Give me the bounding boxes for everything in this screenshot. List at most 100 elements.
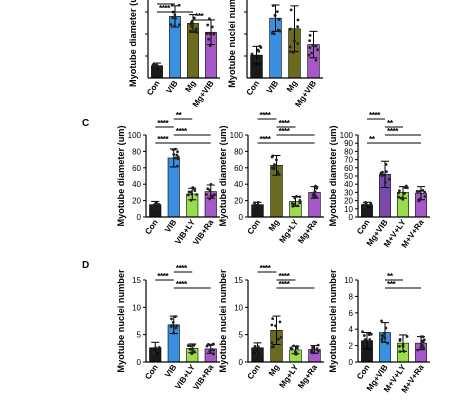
data-point	[250, 52, 254, 56]
data-point	[273, 163, 276, 166]
y-axis-label: Myotube diameter (um)	[218, 125, 228, 226]
data-point	[189, 198, 193, 202]
category-label: Con	[143, 218, 160, 236]
data-point	[251, 204, 255, 208]
category-label: Con	[145, 79, 162, 97]
data-point	[157, 202, 161, 206]
significance-stars: **	[176, 110, 183, 120]
data-point	[270, 155, 274, 159]
y-tick-label: 0	[239, 213, 244, 222]
data-point	[169, 23, 173, 27]
data-point	[312, 196, 315, 199]
data-point	[296, 18, 300, 22]
data-point	[314, 58, 318, 62]
data-point	[278, 320, 282, 324]
data-point	[367, 332, 371, 336]
y-tick-label: 15	[132, 276, 141, 285]
y-axis-label: Myotube nuclei numbe	[227, 0, 237, 88]
y-tick-label: 60	[234, 164, 243, 173]
data-point	[296, 25, 300, 29]
y-tick-label: 70	[344, 156, 353, 165]
y-tick-label: 30	[344, 188, 353, 197]
data-point	[174, 156, 178, 160]
data-point	[209, 182, 213, 186]
data-point	[368, 203, 372, 207]
data-point	[190, 25, 194, 28]
category-label: Con	[143, 363, 160, 381]
significance-stars: ****	[260, 110, 272, 120]
y-tick-label: 6	[349, 309, 354, 318]
data-point	[257, 348, 261, 352]
significance-stars: ****	[176, 126, 188, 136]
y-axis-label: Myotube diameter (um)	[116, 125, 126, 226]
data-point	[256, 200, 260, 204]
data-point	[383, 336, 387, 340]
data-point	[274, 324, 277, 328]
data-point	[416, 190, 420, 194]
data-point	[379, 173, 383, 177]
category-label: VIB	[164, 79, 179, 95]
significance-stars: ****	[157, 271, 169, 281]
data-point	[398, 350, 402, 353]
chart-d2: Myotube nuclei number Con MgMg+LYMg+Ra0510…	[218, 263, 324, 390]
data-point	[157, 206, 161, 210]
data-point	[172, 153, 176, 156]
category-label: VIB	[163, 363, 178, 379]
data-point	[416, 348, 420, 352]
y-tick-label: 0	[137, 358, 142, 367]
data-point	[422, 338, 426, 342]
data-point	[171, 321, 175, 324]
data-point	[398, 189, 401, 193]
data-point	[188, 348, 192, 351]
data-point	[253, 57, 257, 61]
y-tick-label: 2	[349, 342, 354, 351]
data-point	[271, 317, 275, 321]
significance-stars: ****	[279, 271, 291, 281]
y-tick-label: 90	[344, 139, 353, 148]
data-point	[270, 345, 274, 349]
data-point	[270, 31, 274, 35]
data-point	[380, 337, 384, 340]
y-tick-label: 0	[349, 213, 354, 222]
data-point	[177, 3, 181, 7]
data-point	[296, 204, 300, 208]
data-point	[212, 348, 215, 352]
data-point	[368, 338, 372, 341]
data-point	[310, 349, 314, 352]
data-point	[298, 198, 302, 202]
data-point	[192, 16, 196, 20]
data-point	[399, 196, 403, 200]
data-point	[171, 16, 175, 20]
data-point	[384, 326, 388, 330]
significance-stars: ****	[176, 279, 188, 289]
data-point	[175, 324, 179, 328]
chart-c1: Myotube diameter (um)Con VIBVIB+LYVIB+Ra0…	[116, 110, 220, 247]
data-point	[421, 340, 425, 344]
data-point	[258, 44, 262, 48]
y-tick-label: 8	[349, 292, 354, 301]
chart-c3: Myotube diameter (um)ConMg+VIBM+V+LYM+V+…	[328, 110, 430, 250]
data-point	[316, 343, 320, 347]
data-point	[174, 326, 178, 330]
y-axis-label: Myotube nuclei number	[328, 269, 338, 373]
data-point	[153, 351, 156, 355]
y-tick-label: 60	[344, 164, 353, 173]
data-point	[381, 170, 384, 174]
y-tick-label: 0	[239, 358, 244, 367]
data-point	[298, 201, 302, 205]
data-point	[295, 345, 299, 348]
data-point	[294, 352, 298, 356]
data-point	[207, 37, 211, 41]
y-tick-label: 5	[137, 331, 142, 340]
data-point	[205, 32, 209, 36]
data-point	[311, 345, 315, 349]
data-point	[190, 19, 194, 23]
data-point	[270, 341, 274, 345]
y-tick-label: 4	[349, 325, 354, 334]
data-point	[174, 17, 177, 20]
data-point	[259, 58, 263, 62]
significance-stars: ****	[176, 263, 188, 273]
data-point	[317, 349, 320, 353]
data-point	[288, 50, 292, 54]
